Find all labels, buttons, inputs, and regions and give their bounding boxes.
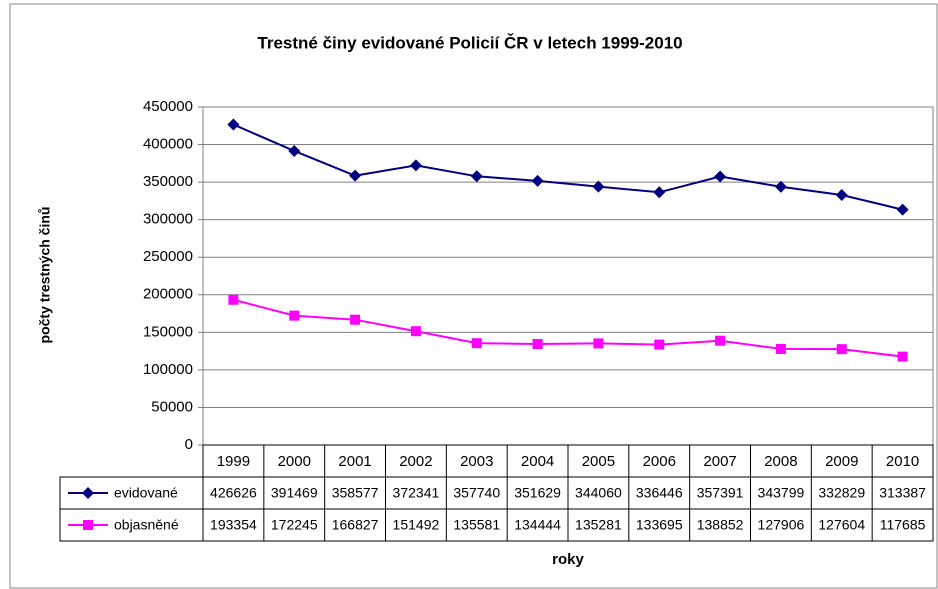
data-point — [836, 344, 847, 355]
data-point — [714, 170, 727, 183]
table-value: 151492 — [393, 517, 440, 533]
legend-label: evidované — [114, 485, 178, 501]
series-line — [233, 123, 903, 211]
y-tick-label: 450000 — [143, 98, 193, 115]
y-tick-label: 350000 — [143, 173, 193, 190]
data-point — [654, 339, 665, 350]
table-value: 343799 — [758, 485, 805, 501]
data-point — [835, 189, 848, 202]
x-tick-label: 2007 — [703, 453, 736, 470]
x-tick-label: 1999 — [217, 453, 250, 470]
data-point — [228, 294, 239, 305]
data-point — [896, 203, 909, 216]
data-point — [532, 339, 543, 350]
x-tick-label: 2004 — [521, 453, 554, 470]
data-point — [715, 335, 726, 346]
table-value: 313387 — [879, 485, 926, 501]
table-value: 133695 — [636, 517, 683, 533]
data-point — [653, 186, 666, 199]
data-point — [470, 170, 483, 183]
data-point — [410, 326, 421, 337]
table-value: 193354 — [210, 517, 257, 533]
legend-label: objasněné — [114, 517, 179, 533]
table-value: 166827 — [332, 517, 379, 533]
y-tick-label: 50000 — [151, 398, 193, 415]
data-point — [289, 310, 300, 321]
data-point — [592, 180, 605, 193]
y-tick-label: 200000 — [143, 286, 193, 303]
table-value: 357391 — [697, 485, 744, 501]
y-tick-label: 0 — [185, 436, 193, 453]
y-tick-label: 100000 — [143, 361, 193, 378]
table-value: 138852 — [697, 517, 744, 533]
x-tick-label: 2009 — [825, 453, 858, 470]
x-tick-label: 2000 — [278, 453, 311, 470]
table-value: 344060 — [575, 485, 622, 501]
table-value: 357740 — [453, 485, 500, 501]
x-axis-label: roky — [552, 551, 584, 568]
x-tick-label: 2006 — [643, 453, 676, 470]
data-point — [350, 314, 361, 325]
table-value: 127604 — [818, 517, 865, 533]
data-point — [471, 338, 482, 349]
table-value: 127906 — [758, 517, 805, 533]
data-point — [227, 118, 240, 131]
data-point — [897, 351, 908, 362]
table-value: 332829 — [818, 485, 865, 501]
y-tick-label: 400000 — [143, 136, 193, 153]
x-tick-label: 2002 — [399, 453, 432, 470]
data-point — [775, 343, 786, 354]
x-tick-label: 2003 — [460, 453, 493, 470]
table-value: 391469 — [271, 485, 318, 501]
x-tick-label: 2005 — [582, 453, 615, 470]
y-tick-label: 300000 — [143, 211, 193, 228]
y-axis-label: počty trestných činů — [37, 207, 53, 344]
table-value: 134444 — [514, 517, 561, 533]
table-value: 172245 — [271, 517, 318, 533]
y-tick-label: 150000 — [143, 323, 193, 340]
table-value: 135281 — [575, 517, 622, 533]
legend-marker — [82, 487, 94, 499]
y-tick-label: 250000 — [143, 248, 193, 265]
data-point — [288, 144, 301, 157]
data-point — [593, 338, 604, 349]
data-point — [531, 174, 544, 187]
table-value: 426626 — [210, 485, 257, 501]
table-value: 358577 — [332, 485, 379, 501]
table-value: 336446 — [636, 485, 683, 501]
data-point — [409, 159, 422, 172]
table-value: 372341 — [393, 485, 440, 501]
x-tick-label: 2008 — [764, 453, 797, 470]
series-line — [233, 298, 903, 358]
table-value: 351629 — [514, 485, 561, 501]
legend-marker — [83, 520, 93, 530]
data-point — [349, 169, 362, 182]
chart-title: Trestné činy evidované Policií ČR v lete… — [257, 33, 682, 52]
table-value: 135581 — [453, 517, 500, 533]
x-tick-label: 2001 — [338, 453, 371, 470]
x-tick-label: 2010 — [886, 453, 919, 470]
table-value: 117685 — [880, 517, 926, 533]
data-point — [774, 180, 787, 193]
